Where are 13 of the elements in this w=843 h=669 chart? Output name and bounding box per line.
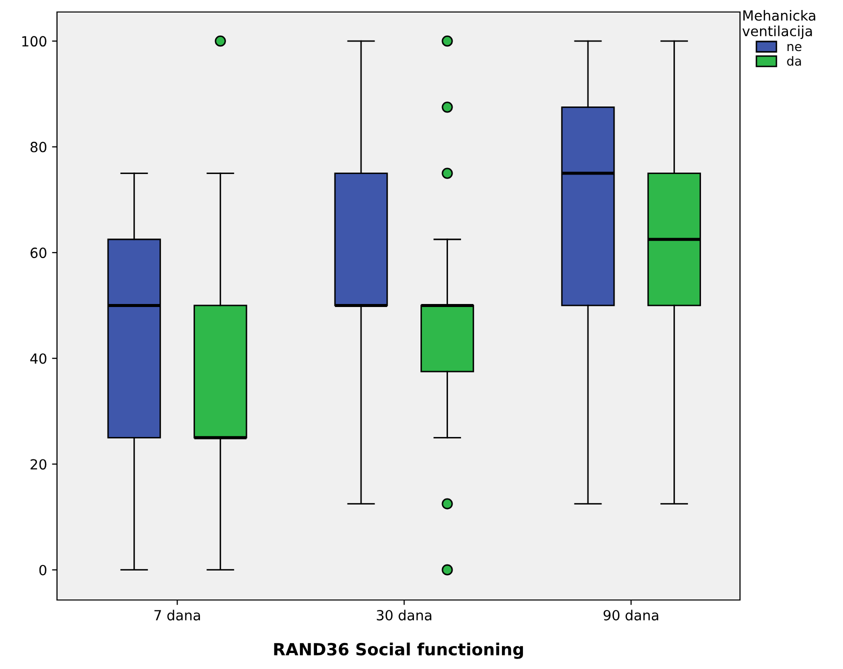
x-axis-title: RAND36 Social functioning	[274, 642, 523, 659]
x-tick-label: 90 dana	[604, 610, 658, 620]
y-tick-label: 60	[30, 248, 46, 258]
y-tick-label: 40	[30, 353, 46, 364]
y-tick-label: 100	[22, 36, 46, 47]
legend-label: ne	[788, 44, 802, 52]
legend-label: da	[787, 56, 801, 66]
x-tick-label: 7 dana	[154, 610, 200, 620]
legend-title: Mehanicka ventilacija	[742, 10, 816, 39]
y-tick-label: 0	[39, 564, 46, 576]
y-tick-label: 20	[30, 459, 46, 470]
x-tick-label: 30 dana	[376, 610, 432, 620]
y-tick-label: 80	[30, 142, 46, 152]
